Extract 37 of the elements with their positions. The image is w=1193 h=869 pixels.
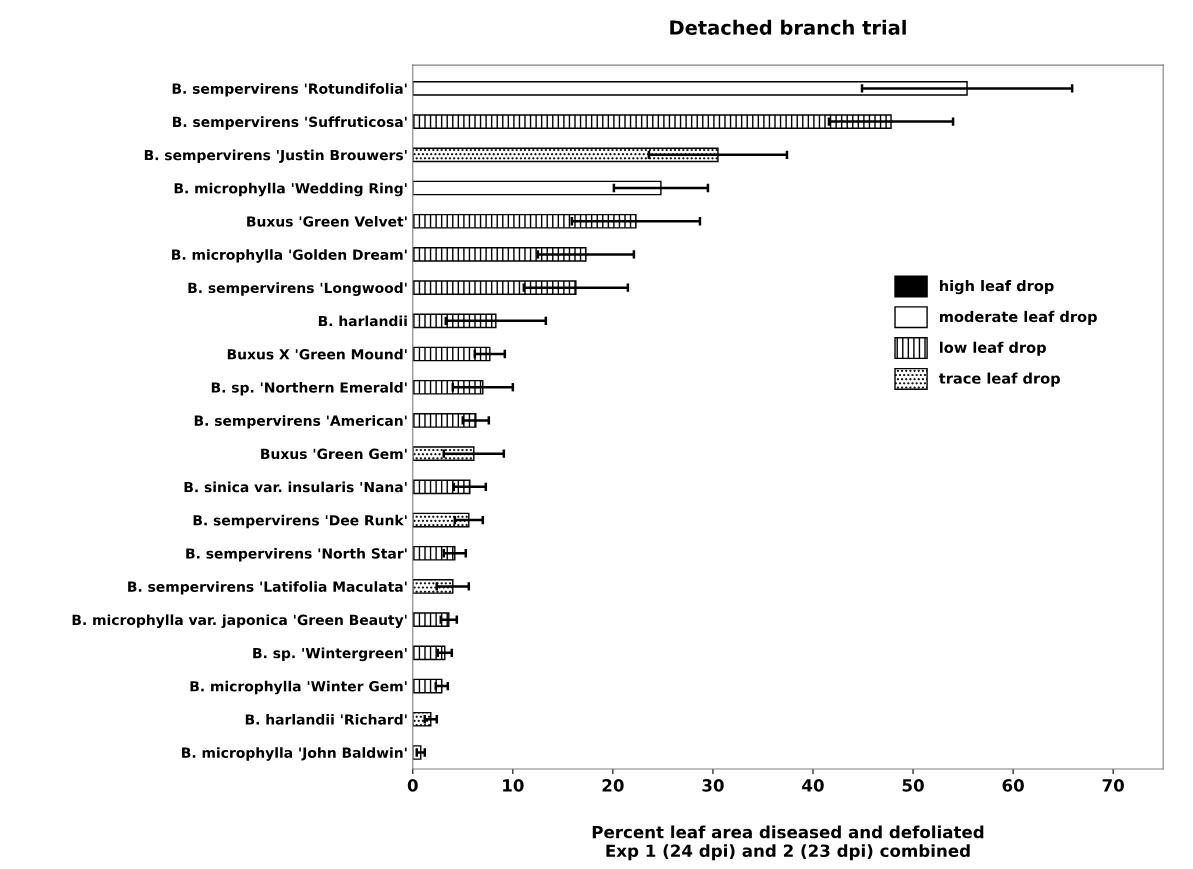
y-tick-label: B. sinica var. insularis 'Nana' [184, 481, 407, 493]
y-tick-label: B. sempervirens 'Longwood' [188, 282, 407, 296]
y-tick-label: B. sempervirens 'Latifolia Maculata' [128, 581, 407, 595]
y-tick-label: Buxus 'Green Gem' [261, 448, 407, 460]
y-tick-label: Buxus X 'Green Mound' [227, 348, 407, 360]
y-tick-label: B. microphylla 'Winter Gem' [190, 680, 407, 695]
legend-label: low leaf drop [939, 341, 1046, 356]
y-tick-label: B. sempervirens 'Justin Brouwers' [144, 149, 407, 163]
legend-label: trace leaf drop [938, 372, 1060, 387]
x-axis-title: Percent leaf area diseased and defoliated Exp 1 (24 dpi) and 2 (23 dpi) combined [592, 825, 984, 861]
x-tick-label: 10 [503, 779, 524, 792]
x-tick-label: 50 [902, 779, 924, 792]
legend-label: moderate leaf drop [939, 310, 1097, 325]
y-tick-label: B. sp. 'Northern Emerald' [211, 381, 407, 396]
legend-label: high leaf drop [939, 280, 1054, 295]
y-tick-label: B. sempervirens 'Dee Runk' [193, 514, 407, 529]
y-tick-label: B. microphylla 'Golden Dream' [172, 249, 407, 263]
y-tick-label: Buxus 'Green Velvet' [247, 215, 407, 227]
x-tick-label: 70 [1102, 779, 1124, 792]
y-tick-label: B. microphylla var. japonica 'Green Beauty' [72, 614, 407, 628]
y-tick-label: B. sempervirens 'Suffruticosa' [173, 116, 407, 130]
x-tick-label: 30 [702, 779, 724, 792]
x-tick-label: 60 [1002, 779, 1024, 792]
x-tick-label: 40 [802, 779, 824, 792]
bar [412, 678, 443, 694]
chart-title: Detached branch trial [670, 19, 906, 35]
x-tick-label: 20 [602, 779, 624, 792]
y-tick-label: B. sp. 'Wintergreen' [253, 647, 407, 662]
y-tick-label: B. sempervirens 'American' [194, 415, 407, 429]
x-tick-label: 0 [407, 779, 418, 792]
y-tick-label: B. microphylla 'John Baldwin' [182, 747, 407, 761]
y-tick-label: B. sempervirens 'North Star' [186, 547, 407, 562]
y-tick-label: B. microphylla 'Wedding Ring' [174, 182, 407, 197]
y-tick-label: B. harlandii 'Richard' [245, 713, 407, 725]
y-tick-label: B. harlandii [318, 315, 407, 327]
bar [412, 711, 432, 727]
y-tick-label: B. sempervirens 'Rotundifolia' [172, 83, 407, 97]
